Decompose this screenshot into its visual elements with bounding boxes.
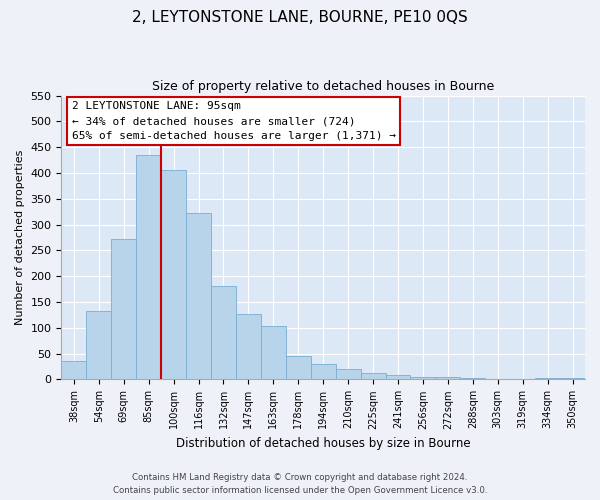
Bar: [111, 239, 136, 380]
Bar: [61, 362, 86, 380]
Bar: [460, 378, 485, 380]
Title: Size of property relative to detached houses in Bourne: Size of property relative to detached ho…: [152, 80, 494, 93]
Bar: [386, 376, 410, 380]
Text: 2 LEYTONSTONE LANE: 95sqm
← 34% of detached houses are smaller (724)
65% of semi: 2 LEYTONSTONE LANE: 95sqm ← 34% of detac…: [72, 101, 396, 141]
Bar: [211, 286, 236, 380]
Bar: [86, 311, 111, 380]
Bar: [560, 378, 585, 380]
Bar: [410, 378, 436, 380]
Text: 2, LEYTONSTONE LANE, BOURNE, PE10 0QS: 2, LEYTONSTONE LANE, BOURNE, PE10 0QS: [132, 10, 468, 25]
Bar: [311, 364, 335, 380]
Bar: [535, 378, 560, 380]
Bar: [161, 170, 186, 380]
Bar: [136, 155, 161, 380]
Y-axis label: Number of detached properties: Number of detached properties: [15, 150, 25, 325]
Bar: [436, 377, 460, 380]
Bar: [286, 356, 311, 380]
Bar: [361, 374, 386, 380]
Bar: [510, 379, 535, 380]
Bar: [335, 369, 361, 380]
Text: Contains HM Land Registry data © Crown copyright and database right 2024.
Contai: Contains HM Land Registry data © Crown c…: [113, 474, 487, 495]
Bar: [261, 326, 286, 380]
Bar: [236, 314, 261, 380]
Bar: [485, 379, 510, 380]
X-axis label: Distribution of detached houses by size in Bourne: Distribution of detached houses by size …: [176, 437, 470, 450]
Bar: [186, 212, 211, 380]
